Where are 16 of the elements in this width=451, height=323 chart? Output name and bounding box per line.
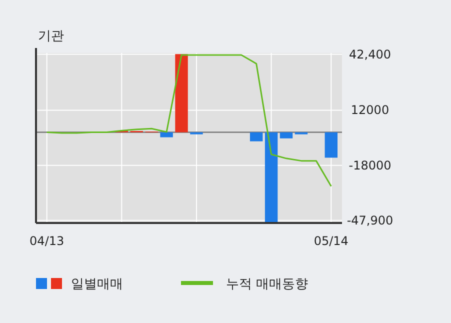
- line-series: [46, 54, 332, 187]
- bar: [175, 54, 188, 132]
- x-tick-label: 05/14: [314, 234, 348, 248]
- y-tick-label: 12000: [350, 103, 390, 118]
- bar: [160, 132, 173, 138]
- y-tick-label: -18000: [348, 158, 392, 172]
- y-tick-label: -47,900: [346, 213, 394, 228]
- bar: [264, 132, 278, 222]
- legend-label: 누적 매매동향: [226, 277, 308, 292]
- x-tick-label: 04/13: [30, 234, 64, 248]
- chart-title: 기관: [38, 29, 64, 44]
- legend-label: 일별매매: [71, 277, 123, 292]
- bar: [250, 132, 263, 142]
- y-tick-label: 42,400: [349, 47, 391, 62]
- bar: [324, 132, 338, 158]
- bar: [280, 132, 293, 138]
